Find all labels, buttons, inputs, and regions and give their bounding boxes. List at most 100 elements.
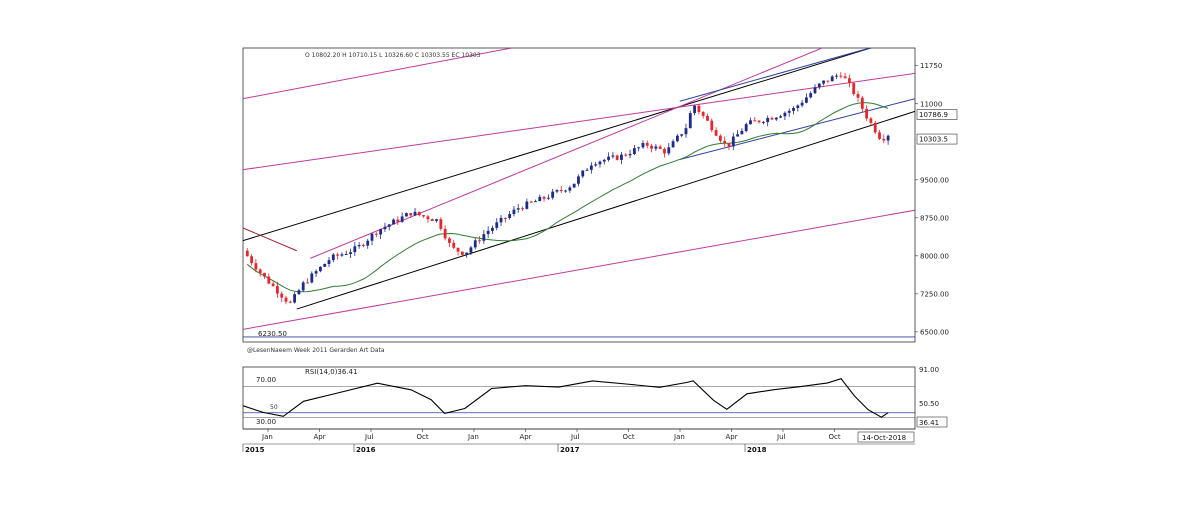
- channel-upper: [243, 48, 873, 242]
- candle-body-97: [663, 148, 666, 154]
- blue-channel-upper: [679, 48, 872, 102]
- candle-10: [288, 300, 292, 304]
- value-box-label-1: 10303.5: [919, 136, 948, 144]
- candle-body-119: [757, 120, 761, 123]
- candle-5: [267, 273, 271, 285]
- candle-141: [852, 81, 856, 96]
- candle-72: [555, 189, 559, 194]
- month-label-7: Oct: [623, 433, 635, 441]
- candle-body-58: [495, 222, 499, 228]
- candle-body-10: [288, 301, 292, 303]
- candle-body-115: [740, 130, 744, 135]
- candle-109: [714, 127, 718, 137]
- candle-body-82: [598, 161, 602, 165]
- candle-body-39: [413, 211, 417, 216]
- candle-body-67: [534, 201, 537, 203]
- candle-body-130: [805, 97, 808, 103]
- candle-body-131: [809, 93, 813, 98]
- candle-85: [611, 151, 615, 159]
- y-tick-label-2: 9500.00: [920, 176, 949, 184]
- candle-body-79: [585, 169, 589, 171]
- month-label-8: Jan: [673, 433, 685, 441]
- ohlc-readout: O 10802.20 H 10710.15 L 10326.60 C 10303…: [305, 52, 481, 59]
- candle-body-48: [452, 242, 456, 248]
- candle-132: [813, 84, 817, 95]
- candle-body-83: [602, 159, 606, 162]
- candle-body-9: [284, 297, 288, 302]
- candle-body-31: [379, 229, 383, 235]
- candle-79: [585, 168, 589, 171]
- candle-1: [250, 254, 254, 266]
- candle-65: [525, 198, 529, 210]
- candle-56: [486, 226, 490, 239]
- pink-line-mid: [243, 72, 915, 171]
- candle-body-90: [632, 148, 636, 154]
- candle-111: [723, 136, 727, 147]
- candle-108: [710, 118, 714, 133]
- candle-body-96: [658, 146, 662, 149]
- candle-body-105: [697, 105, 701, 113]
- candle-body-146: [873, 122, 877, 133]
- candle-body-7: [276, 286, 279, 294]
- candle-body-141: [852, 83, 856, 95]
- candle-body-15: [310, 273, 314, 283]
- candle-33: [387, 223, 391, 231]
- candle-123: [774, 117, 778, 121]
- candle-body-70: [546, 197, 550, 199]
- candle-body-42: [426, 216, 430, 220]
- candle-9: [284, 295, 288, 305]
- candle-46: [443, 225, 447, 241]
- candle-body-73: [559, 190, 563, 192]
- candle-121: [766, 115, 770, 127]
- candle-37: [405, 212, 408, 217]
- candle-101: [680, 133, 684, 138]
- candle-62: [512, 206, 516, 217]
- candle-body-27: [362, 245, 365, 247]
- candle-64: [521, 206, 524, 212]
- candle-body-49: [456, 247, 460, 252]
- candle-body-65: [525, 201, 529, 209]
- year-label-0: 2015: [245, 446, 265, 454]
- candle-body-88: [624, 154, 628, 156]
- candle-66: [529, 200, 533, 203]
- candle-body-66: [529, 201, 533, 203]
- candle-body-124: [779, 116, 782, 118]
- candle-body-132: [813, 87, 817, 94]
- candle-118: [753, 117, 757, 122]
- candle-129: [800, 99, 804, 108]
- candle-body-37: [405, 213, 408, 217]
- candle-body-17: [319, 266, 322, 272]
- candle-88: [624, 152, 628, 157]
- candle-147: [878, 130, 881, 140]
- candle-84: [607, 152, 610, 162]
- candle-98: [667, 143, 671, 156]
- candle-106: [701, 111, 705, 119]
- candle-148: [882, 134, 886, 144]
- moving-average-line: [246, 102, 889, 293]
- candle-body-74: [564, 190, 567, 192]
- value-boxes: 10786.9 10303.5: [916, 109, 958, 145]
- candle-body-87: [620, 154, 623, 160]
- candle-body-3: [258, 269, 262, 273]
- moving-average: [246, 102, 889, 293]
- candle-105: [697, 104, 701, 115]
- value-box-label-0: 10786.9: [919, 111, 948, 119]
- candle-body-38: [409, 213, 413, 216]
- candle-body-145: [869, 118, 873, 123]
- candle-body-116: [744, 124, 748, 131]
- value-box-0: [916, 109, 958, 120]
- candle-body-123: [774, 117, 778, 120]
- x-axis-years: 2015 2016 2017 2018: [242, 444, 767, 454]
- candle-body-1: [250, 256, 254, 264]
- candle-body-0: [245, 250, 249, 257]
- candle-7: [276, 281, 279, 299]
- candle-143: [860, 95, 864, 113]
- candle-15: [310, 271, 314, 284]
- candle-142: [856, 90, 860, 102]
- candle-body-61: [508, 214, 512, 218]
- candle-body-26: [357, 245, 361, 247]
- candle-92: [641, 140, 645, 149]
- candle-body-23: [344, 253, 348, 255]
- rsi-line: [243, 378, 889, 418]
- rsi-current-value: 36.41: [919, 419, 939, 427]
